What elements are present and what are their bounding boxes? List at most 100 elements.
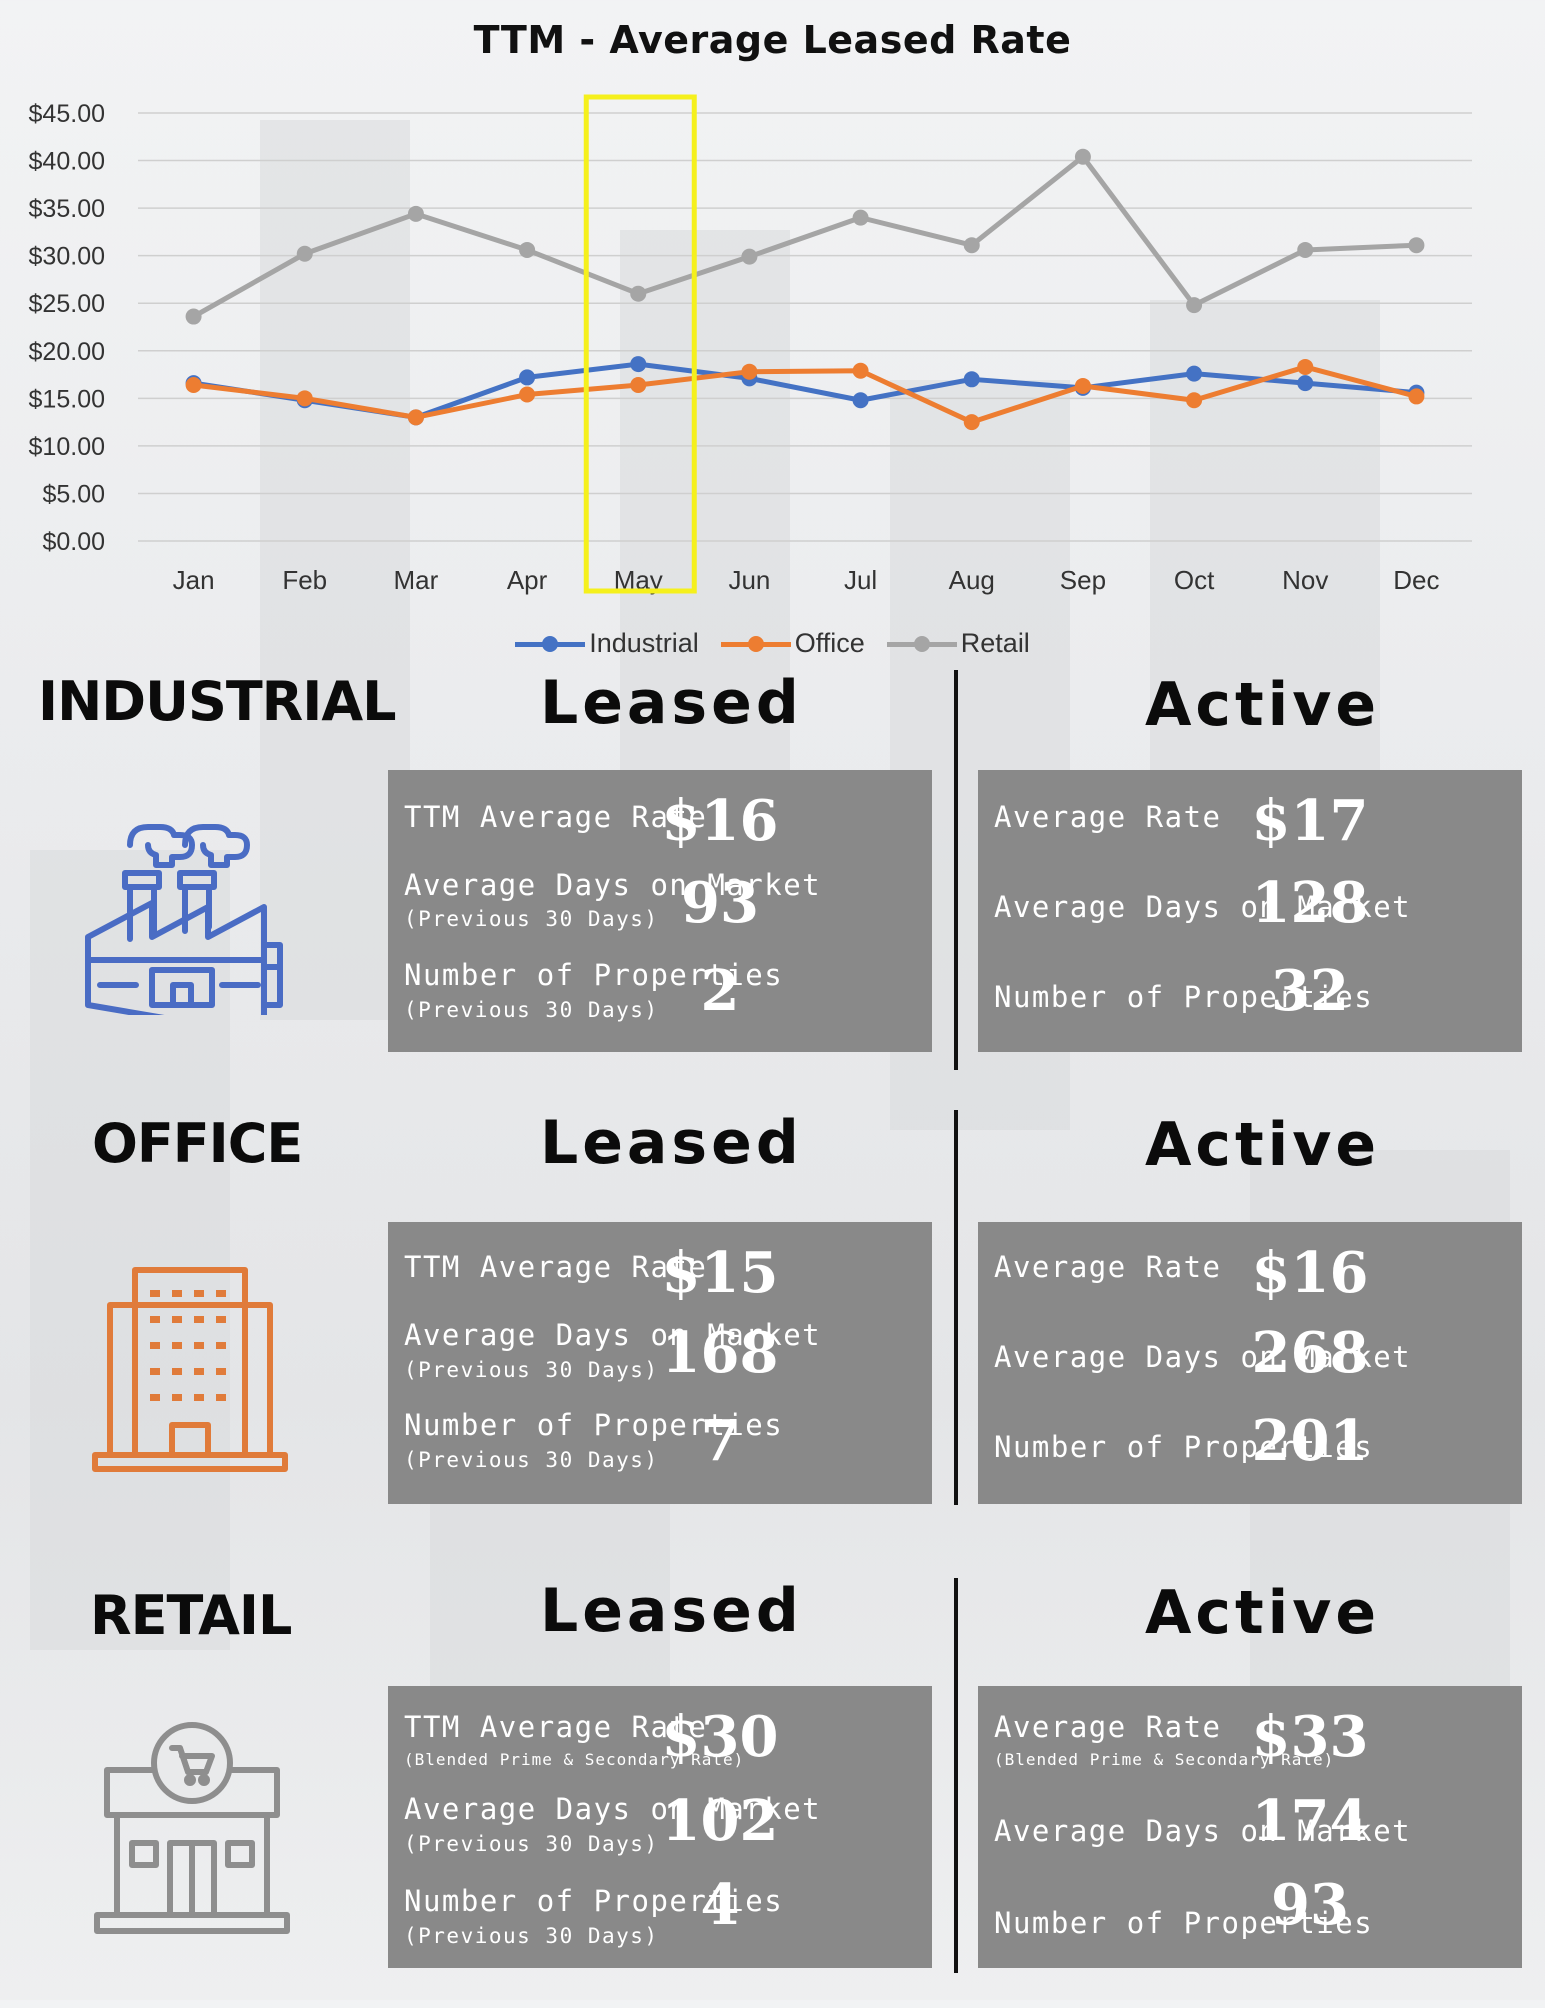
series-line-office: [193, 364, 1418, 425]
data-point-office: [963, 414, 980, 431]
x-tick-label: Jun: [728, 565, 770, 595]
data-point-industrial: [963, 371, 980, 388]
y-tick-label: $25.00: [29, 290, 105, 318]
legend-swatch: [720, 633, 791, 655]
section-icon: [80, 805, 290, 1038]
data-point-retail: [1408, 237, 1425, 254]
legend-label: Retail: [960, 628, 1030, 658]
stat-value: $33: [1251, 1704, 1369, 1770]
data-point-retail: [1297, 241, 1314, 258]
y-tick-label: $40.00: [29, 148, 105, 176]
stat-value: 201: [1251, 1408, 1369, 1474]
stat-sublabel: (Previous 30 Days): [404, 1448, 659, 1472]
data-point-industrial: [852, 392, 869, 409]
stat-label: Number of Properties: [404, 1884, 784, 1918]
legend-swatch: [515, 633, 586, 655]
y-tick-label: $0.00: [42, 528, 105, 556]
data-point-retail: [1186, 297, 1203, 314]
stat-label: Number of Properties: [994, 1906, 1374, 1940]
stat-sublabel: (Previous 30 Days): [404, 998, 659, 1022]
active-heading: Active: [1145, 1578, 1381, 1648]
data-point-office: [1297, 358, 1314, 375]
x-tick-label: Oct: [1174, 565, 1215, 595]
x-tick-label: Jul: [844, 565, 877, 595]
stat-label: Number of Properties: [404, 1408, 784, 1442]
data-point-retail: [407, 205, 424, 222]
stat-label: Average Days on Market: [994, 1814, 1412, 1848]
data-point-office: [407, 409, 424, 426]
legend-item-industrial: Industrial: [515, 628, 699, 659]
data-point-retail: [185, 308, 202, 325]
stat-label: Number of Properties: [994, 980, 1374, 1014]
legend-swatch: [886, 633, 957, 655]
leased-rate-chart: TTM - Average Leased Rate $0.00 $5.00 $10.…: [0, 0, 1545, 680]
leased-heading: Leased: [540, 668, 803, 738]
stat-label: Average Days on Market: [404, 1318, 822, 1352]
stat-value: 4: [700, 1872, 740, 1938]
data-point-retail: [296, 245, 313, 262]
section-title: INDUSTRIAL: [38, 670, 397, 733]
stat-sublabel: (Blended Prime & Secondary Rate): [404, 1750, 745, 1769]
stat-label: Average Rate: [994, 1250, 1222, 1284]
data-point-retail: [1074, 148, 1091, 165]
data-point-office: [185, 377, 202, 394]
column-divider: [954, 1110, 958, 1505]
stat-value: 168: [661, 1320, 779, 1386]
section-title: OFFICE: [92, 1112, 303, 1175]
stat-value: 93: [681, 870, 759, 936]
stat-label: Average Days on Market: [994, 890, 1412, 924]
data-point-industrial: [1186, 365, 1203, 382]
stat-value: $16: [1251, 1240, 1369, 1306]
leased-heading: Leased: [540, 1576, 803, 1646]
legend-item-retail: Retail: [886, 628, 1030, 659]
y-tick-label: $45.00: [29, 100, 105, 128]
x-tick-label: Jan: [173, 565, 215, 595]
stat-label: Average Days on Market: [404, 868, 822, 902]
data-point-retail: [852, 209, 869, 226]
active-heading: Active: [1145, 1110, 1381, 1180]
section-icon: [90, 1265, 290, 1479]
leased-stats-box: TTM Average Rate $15 Average Days on Marke…: [388, 1222, 932, 1504]
data-point-retail: [519, 241, 536, 258]
y-tick-label: $30.00: [29, 243, 105, 271]
data-point-office: [296, 390, 313, 407]
x-tick-label: Dec: [1393, 565, 1439, 595]
legend-label: Industrial: [589, 628, 699, 658]
x-tick-label: Sep: [1060, 565, 1106, 595]
x-tick-label: Apr: [507, 565, 548, 595]
stat-label: Number of Properties: [404, 958, 784, 992]
stat-value: $15: [661, 1240, 779, 1306]
stat-value: $16: [661, 788, 779, 854]
section-office: OFFICE Leased Active TTM Average Rate $15 Ave…: [0, 1100, 1545, 1540]
data-point-retail: [963, 237, 980, 254]
active-stats-box: Average Rate $16 Average Days on Market 268…: [978, 1222, 1522, 1504]
y-tick-label: $5.00: [42, 480, 105, 508]
y-tick-label: $20.00: [29, 338, 105, 366]
active-heading: Active: [1145, 670, 1381, 740]
leased-stats-box: TTM Average Rate $16 Average Days on Marke…: [388, 770, 932, 1052]
stat-label: Average Days on Market: [994, 1340, 1412, 1374]
data-point-retail: [741, 248, 758, 265]
stat-sublabel: (Previous 30 Days): [404, 1832, 659, 1856]
data-point-industrial: [1297, 375, 1314, 392]
stat-label: Average Rate: [994, 800, 1222, 834]
data-point-office: [519, 386, 536, 403]
stat-label: TTM Average Rate: [404, 1250, 708, 1284]
active-stats-box: Average Rate $17 Average Days on Market 128…: [978, 770, 1522, 1052]
stat-value: 174: [1251, 1788, 1369, 1854]
stat-value: 93: [1271, 1872, 1349, 1938]
leased-stats-box: TTM Average Rate (Blended Prime & Seconda…: [388, 1686, 932, 1968]
x-tick-label: Mar: [394, 565, 439, 595]
shop-cart-icon: [94, 1722, 290, 1934]
stat-sublabel: (Previous 30 Days): [404, 1358, 659, 1382]
data-point-industrial: [630, 356, 647, 373]
chart-legend: Industrial Office Retail: [0, 628, 1545, 659]
stat-value: 128: [1251, 870, 1369, 936]
data-point-retail: [630, 285, 647, 302]
y-tick-label: $15.00: [29, 385, 105, 413]
stat-value: 102: [661, 1788, 779, 1854]
active-stats-box: Average Rate (Blended Prime & Secondary R…: [978, 1686, 1522, 1968]
stat-label: TTM Average Rate: [404, 800, 708, 834]
stat-value: $17: [1251, 788, 1369, 854]
